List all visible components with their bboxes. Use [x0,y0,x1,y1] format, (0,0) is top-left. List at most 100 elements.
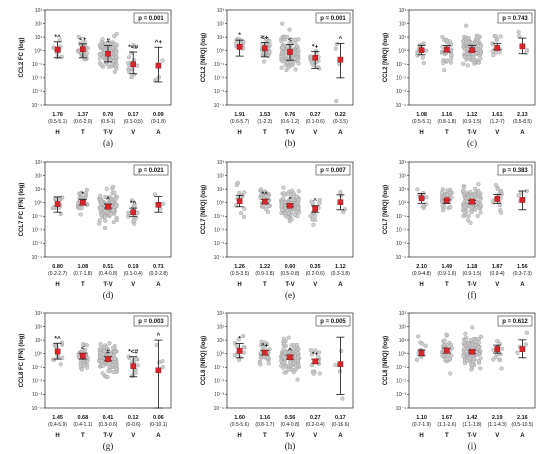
data-point [97,218,102,223]
iqr-value: (0.4-0.8) [281,422,300,428]
median-value: 0.35 [310,264,321,270]
data-point [80,341,86,347]
data-point [291,360,297,365]
data-point [441,60,446,66]
data-point [113,349,118,355]
y-tick-label: 10⁻¹ [214,214,224,220]
median-value: 0.51 [103,264,114,270]
data-point [286,65,291,70]
data-point [424,195,429,200]
data-point [295,358,301,364]
data-point [267,50,272,55]
y-tick-label: 10² [399,21,407,27]
data-point [495,338,500,344]
data-point [469,209,474,215]
data-point [126,67,131,72]
data-point [160,364,166,370]
data-point [235,180,240,186]
iqr-value: (0-0.6) [126,422,141,428]
y-tick-label: 10³ [217,160,225,166]
data-point [517,34,522,39]
data-point [126,210,131,215]
data-point [76,34,81,39]
p-value-label: p = 0.001 [138,16,164,22]
x-category-label: T-V [103,433,112,439]
y-tick-label: 10⁻³ [214,89,224,95]
mean-marker [79,353,86,359]
data-point [461,61,466,66]
data-point [464,23,469,28]
mean-marker [444,347,450,354]
data-point [280,21,285,26]
data-point [103,194,108,200]
data-point [99,44,105,49]
x-category-label: V [313,433,317,439]
iqr-value: (0.5-8.5) [513,119,532,125]
x-category-label: H [419,433,423,439]
median-value: 2.13 [517,112,528,118]
data-point [472,192,477,197]
median-value: 1.56 [517,264,528,270]
data-point [442,338,447,343]
data-point [289,37,294,42]
x-category-label: T-V [467,282,476,288]
y-tick-label: 10⁻² [214,76,224,82]
median-value: 1.08 [416,112,427,118]
x-category-label: V [495,130,499,136]
p-value-label: p = 0.612 [502,319,528,325]
data-point [468,220,473,225]
data-point [112,69,117,74]
y-tick-label: 10³ [399,160,407,166]
data-point [449,56,454,61]
mean-marker [54,201,61,207]
median-value: 1.53 [259,112,270,118]
panel-letter: (f) [468,290,477,300]
data-point [414,357,420,362]
data-point [78,191,83,196]
data-point [416,334,421,339]
y-tick-label: 10⁻³ [396,392,406,398]
y-axis-label: CCL7 FC [FN] (log) [19,183,25,237]
significance-mark: < [288,37,292,44]
mean-marker [312,55,319,61]
x-category-label: T-V [467,130,476,136]
iqr-value: (0.5-10.5) [512,422,534,428]
data-point [114,42,119,48]
median-value: 1.18 [467,264,478,270]
data-point [448,205,453,210]
data-point [239,211,244,216]
data-point [135,363,140,368]
significance-mark: ^ [313,197,317,205]
data-point [287,349,292,354]
mean-marker [262,349,268,356]
data-point [461,185,467,190]
data-point [282,341,287,346]
significance-mark: *+ [312,351,319,358]
data-point [296,48,301,53]
data-point [98,193,103,198]
data-point [258,362,263,367]
data-point [334,41,339,47]
x-category-label: H [419,282,423,288]
x-category-label: T-V [285,282,294,288]
y-tick-label: 10⁻¹ [214,62,224,68]
mean-marker [337,199,344,205]
data-point [421,205,426,210]
median-value: 0.68 [77,415,88,421]
data-point [420,55,425,60]
data-point [281,347,286,352]
x-category-label: H [419,130,423,136]
data-point [242,206,247,211]
panel-letter: (c) [467,138,477,148]
median-value: 1.67 [441,415,452,421]
data-point [160,58,165,63]
data-point [440,203,445,208]
y-tick-label: 10² [217,173,225,179]
data-point [58,211,63,217]
y-tick-label: 10⁻³ [32,392,42,398]
data-point [103,209,108,214]
data-point [100,371,105,376]
y-tick-label: 10⁰ [34,352,42,358]
y-tick-label: 10¹ [35,338,43,344]
x-category-label: T-V [285,130,294,136]
